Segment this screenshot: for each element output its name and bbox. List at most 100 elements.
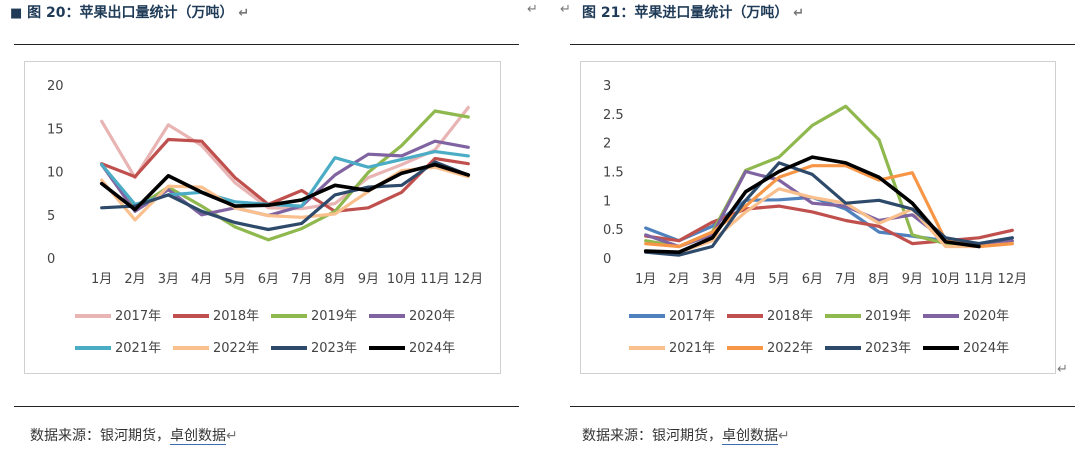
x-tick-label: 5月 xyxy=(768,272,789,287)
paragraph-mark-icon: ↵ xyxy=(778,428,790,444)
legend-item: 2024年 xyxy=(923,341,1009,356)
x-tick-label: 8月 xyxy=(868,272,889,287)
y-tick-label: 3 xyxy=(603,79,611,94)
legend-item: 2019年 xyxy=(825,309,911,324)
y-tick-label: 1 xyxy=(603,194,611,209)
x-tick-label: 1月 xyxy=(91,272,112,287)
legend-item: 2024年 xyxy=(369,341,455,356)
legend-label: 2020年 xyxy=(963,309,1009,324)
y-tick-label: 0 xyxy=(47,252,55,267)
x-tick-label: 6月 xyxy=(802,272,823,287)
legend-item: 2022年 xyxy=(727,341,813,356)
x-tick-label: 3月 xyxy=(158,272,179,287)
x-tick-label: 9月 xyxy=(902,272,923,287)
legend-label: 2022年 xyxy=(213,341,259,356)
legend-label: 2023年 xyxy=(311,341,357,356)
legend-label: 2022年 xyxy=(767,341,813,356)
source-link[interactable]: 卓创数据 xyxy=(722,428,778,445)
legend-label: 2017年 xyxy=(669,309,715,324)
import-chart-svg: 0 0.5 1 1.5 2 2.5 3 1月 2月 3月 4月 5月 6月 7月 8月 9月 10月 11月 12月… xyxy=(603,79,1028,356)
x-tick-label: 10月 xyxy=(387,272,417,287)
legend-item: 2018年 xyxy=(727,309,813,324)
source-prefix: 数据来源：银河期货， xyxy=(30,428,170,444)
bottom-rule xyxy=(14,406,519,407)
legend-item: 2020年 xyxy=(369,309,455,324)
x-tick-label: 4月 xyxy=(191,272,212,287)
legend-item: 2021年 xyxy=(75,341,161,356)
y-tick-label: 5 xyxy=(47,209,55,224)
legend-label: 2017年 xyxy=(115,309,161,324)
y-tick-label: 0.5 xyxy=(603,223,624,238)
legend-item: 2017年 xyxy=(629,309,715,324)
paragraph-mark-icon: ↵ xyxy=(527,2,538,17)
x-tick-label: 7月 xyxy=(835,272,856,287)
series-line-2018年 xyxy=(100,137,470,213)
legend-label: 2019年 xyxy=(865,309,911,324)
series-line-2019年 xyxy=(644,104,1014,249)
paragraph-mark-icon: ↵ xyxy=(560,2,571,17)
top-rule xyxy=(14,44,519,45)
figure-title-text: 图 20：苹果出口量统计（万吨） xyxy=(27,5,234,21)
x-tick-label: 12月 xyxy=(454,272,484,287)
series-line-2024年 xyxy=(99,162,471,212)
y-tick-label: 0 xyxy=(603,252,611,267)
x-tick-label: 1月 xyxy=(635,272,656,287)
legend-label: 2024年 xyxy=(963,341,1009,356)
legend-label: 2019年 xyxy=(311,309,357,324)
right-panel: ↵ 图 21：苹果进口量统计（万吨） ↵ 0 0.5 1 1.5 2 2.5 3 1月 2月 3月… xyxy=(540,0,1080,451)
legend-label: 2020年 xyxy=(409,309,455,324)
y-tick-label: 2 xyxy=(603,137,611,152)
export-chart: 0 5 10 15 20 1月 2月 3月 4月 5月 6月 7月 8月 9月 10月 11月 12月 2017年… xyxy=(24,61,501,374)
legend-item: 2021年 xyxy=(629,341,715,356)
legend-item: 2022年 xyxy=(173,341,259,356)
source-prefix: 数据来源：银河期货， xyxy=(582,428,722,444)
legend-item: 2019年 xyxy=(271,309,357,324)
x-tick-label: 10月 xyxy=(931,272,961,287)
legend-item: 2017年 xyxy=(75,309,161,324)
legend-label: 2018年 xyxy=(213,309,259,324)
y-tick-label: 15 xyxy=(47,122,64,137)
x-tick-label: 9月 xyxy=(358,272,379,287)
y-tick-label: 10 xyxy=(47,166,64,181)
series-line-2024年 xyxy=(643,155,981,254)
series-line-2023年 xyxy=(100,160,470,232)
legend-label: 2021年 xyxy=(669,341,715,356)
series-line-2017年 xyxy=(100,105,470,211)
legend-item: 2018年 xyxy=(173,309,259,324)
figure-title: 图 21：苹果进口量统计（万吨） ↵ xyxy=(582,2,804,22)
source-note: 数据来源：银河期货，卓创数据↵ xyxy=(30,425,238,445)
paragraph-mark-icon: ↵ xyxy=(226,428,238,444)
x-tick-label: 8月 xyxy=(324,272,345,287)
export-chart-svg: 0 5 10 15 20 1月 2月 3月 4月 5月 6月 7月 8月 9月 10月 11月 12月 2017年… xyxy=(47,79,484,356)
x-tick-label: 5月 xyxy=(224,272,245,287)
legend-label: 2023年 xyxy=(865,341,911,356)
legend-item: 2020年 xyxy=(923,309,1009,324)
figure-title: ■ 图 20：苹果出口量统计（万吨） ↵ xyxy=(10,2,249,22)
source-note: 数据来源：银河期货，卓创数据↵ xyxy=(582,425,790,445)
series-line-2023年 xyxy=(644,161,1014,257)
x-tick-label: 6月 xyxy=(258,272,279,287)
y-tick-label: 2.5 xyxy=(603,108,624,123)
x-tick-label: 11月 xyxy=(420,272,450,287)
paragraph-mark-icon: ↵ xyxy=(238,6,250,21)
source-link[interactable]: 卓创数据 xyxy=(170,428,226,445)
figure-title-text: 图 21：苹果进口量统计（万吨） xyxy=(582,5,789,21)
paragraph-mark-icon: ↵ xyxy=(1057,362,1068,377)
bullet-square: ■ xyxy=(10,6,23,21)
x-tick-label: 12月 xyxy=(998,272,1028,287)
y-tick-label: 20 xyxy=(47,79,64,94)
series-line-2020年 xyxy=(644,169,1014,249)
x-tick-label: 4月 xyxy=(735,272,756,287)
legend-label: 2021年 xyxy=(115,341,161,356)
x-tick-label: 2月 xyxy=(668,272,689,287)
y-tick-label: 1.5 xyxy=(603,166,624,181)
legend-label: 2024年 xyxy=(409,341,455,356)
x-tick-label: 11月 xyxy=(964,272,994,287)
bottom-rule xyxy=(570,406,1075,407)
import-chart: 0 0.5 1 1.5 2 2.5 3 1月 2月 3月 4月 5月 6月 7月 8月 9月 10月 11月 12月… xyxy=(580,61,1056,374)
x-tick-label: 3月 xyxy=(702,272,723,287)
paragraph-mark-icon: ↵ xyxy=(793,6,805,21)
x-tick-label: 2月 xyxy=(124,272,145,287)
series-line-2021年 xyxy=(644,187,1014,254)
legend-item: 2023年 xyxy=(825,341,911,356)
